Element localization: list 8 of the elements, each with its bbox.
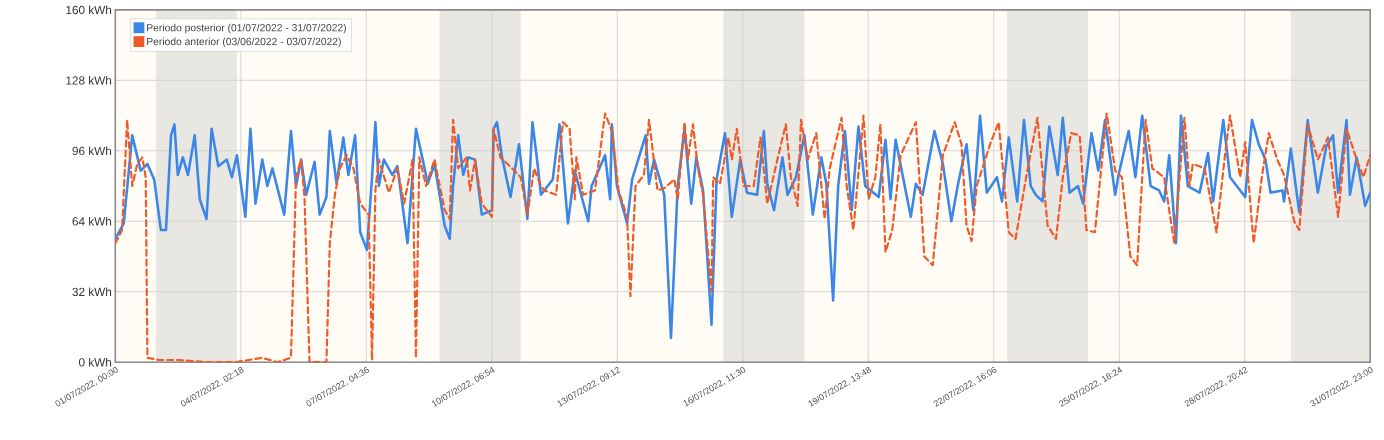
y-tick-label: 160 kWh xyxy=(66,5,112,15)
y-tick-label: 96 kWh xyxy=(72,146,112,156)
legend-label: Periodo anterior (03/06/2022 - 03/07/2022) xyxy=(147,37,341,48)
y-tick-label: 128 kWh xyxy=(66,76,112,85)
y-tick-label: 32 kWh xyxy=(72,287,112,297)
y-tick-label: 64 kWh xyxy=(72,216,112,226)
y-tick-label: 0 kWh xyxy=(78,357,112,367)
legend-label: Periodo posterior (01/07/2022 - 31/07/2022) xyxy=(147,23,346,34)
